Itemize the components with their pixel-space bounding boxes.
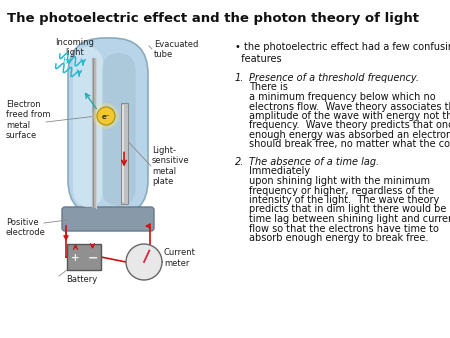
Text: Current
meter: Current meter <box>164 248 196 268</box>
FancyBboxPatch shape <box>102 53 135 206</box>
FancyBboxPatch shape <box>68 38 148 216</box>
Text: hν: hν <box>63 57 73 67</box>
Text: absorb enough energy to break free.: absorb enough energy to break free. <box>249 233 428 243</box>
Text: 2.: 2. <box>235 157 244 167</box>
Text: time lag between shining light and current: time lag between shining light and curre… <box>249 214 450 224</box>
Text: frequency or higher, regardless of the: frequency or higher, regardless of the <box>249 186 434 195</box>
Text: flow so that the electrons have time to: flow so that the electrons have time to <box>249 223 439 234</box>
Text: Positive
electrode: Positive electrode <box>6 218 46 237</box>
Text: Light-
sensitive
metal
plate: Light- sensitive metal plate <box>152 146 189 186</box>
Text: • the photoelectric effect had a few confusing
  features: • the photoelectric effect had a few con… <box>235 42 450 64</box>
Text: Battery: Battery <box>67 275 98 284</box>
Circle shape <box>126 244 162 280</box>
Text: should break free, no matter what the color.: should break free, no matter what the co… <box>249 140 450 149</box>
Text: There is: There is <box>249 82 288 93</box>
Bar <box>122 105 123 202</box>
Circle shape <box>93 103 119 129</box>
Bar <box>121 103 127 204</box>
Text: predicts that in dim light there would be a: predicts that in dim light there would b… <box>249 204 450 215</box>
Text: +: + <box>71 253 80 263</box>
Text: Evacuated
tube: Evacuated tube <box>154 40 198 59</box>
Text: frequency.  Wave theory predicts that once: frequency. Wave theory predicts that onc… <box>249 121 450 130</box>
Text: Immediately: Immediately <box>249 167 310 176</box>
FancyBboxPatch shape <box>62 207 154 231</box>
Bar <box>67 244 101 270</box>
Text: enough energy was absorbed an electron: enough energy was absorbed an electron <box>249 130 450 140</box>
Text: electrons flow.  Wave theory associates the: electrons flow. Wave theory associates t… <box>249 101 450 112</box>
Text: intensity of the light.  The wave theory: intensity of the light. The wave theory <box>249 195 439 205</box>
Text: Presence of a threshold frequency.: Presence of a threshold frequency. <box>249 73 419 83</box>
Text: 1.: 1. <box>235 73 244 83</box>
Text: e⁻: e⁻ <box>102 114 110 120</box>
Text: Electron
freed from
metal
surface: Electron freed from metal surface <box>6 100 50 140</box>
Text: The photoelectric effect and the photon theory of light: The photoelectric effect and the photon … <box>7 12 419 25</box>
Text: −: − <box>87 251 98 265</box>
Text: a minimum frequency below which no: a minimum frequency below which no <box>249 92 436 102</box>
FancyBboxPatch shape <box>73 46 104 208</box>
Circle shape <box>97 107 115 125</box>
Text: amplitude of the wave with energy not the: amplitude of the wave with energy not th… <box>249 111 450 121</box>
Text: Incoming
light: Incoming light <box>55 38 94 57</box>
Text: upon shining light with the minimum: upon shining light with the minimum <box>249 176 430 186</box>
Text: The absence of a time lag.: The absence of a time lag. <box>249 157 379 167</box>
